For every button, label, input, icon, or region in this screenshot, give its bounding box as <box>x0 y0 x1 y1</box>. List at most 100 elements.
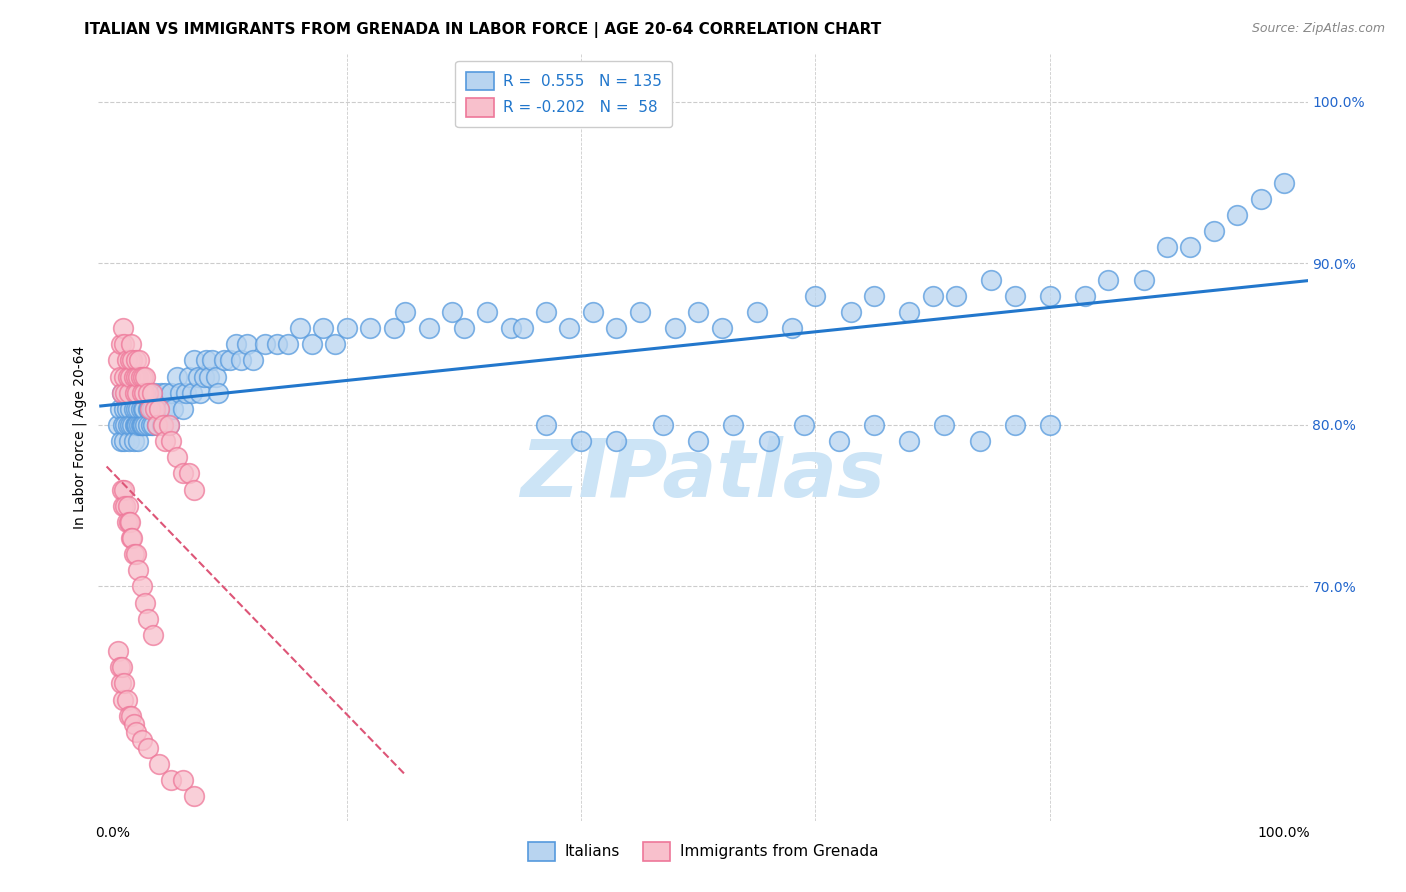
Point <box>108 401 131 416</box>
Point <box>107 353 129 368</box>
Point <box>146 417 169 432</box>
Point <box>112 321 135 335</box>
Point <box>138 401 160 416</box>
Point <box>780 321 803 335</box>
Point <box>652 417 675 432</box>
Point <box>141 385 163 400</box>
Point <box>124 417 146 432</box>
Point <box>359 321 381 335</box>
Point <box>110 676 132 690</box>
Point <box>1132 272 1154 286</box>
Point <box>114 385 136 400</box>
Point <box>169 385 191 400</box>
Point <box>124 385 146 400</box>
Point <box>131 385 153 400</box>
Point <box>688 434 710 449</box>
Point <box>121 353 143 368</box>
Text: Source: ZipAtlas.com: Source: ZipAtlas.com <box>1251 22 1385 36</box>
Point <box>177 467 200 481</box>
Point <box>723 417 745 432</box>
Point <box>1202 224 1225 238</box>
Point <box>120 353 141 368</box>
Point <box>804 289 827 303</box>
Point <box>136 417 159 432</box>
Point <box>110 434 132 449</box>
Point <box>117 499 139 513</box>
Point <box>136 401 159 416</box>
Point <box>793 417 815 432</box>
Point <box>115 353 138 368</box>
Point <box>323 337 346 351</box>
Point <box>1180 240 1202 254</box>
Point <box>112 369 135 384</box>
Point <box>758 434 780 449</box>
Point <box>132 401 156 416</box>
Point <box>136 612 159 626</box>
Point <box>127 417 149 432</box>
Point <box>122 547 145 561</box>
Point <box>142 417 165 432</box>
Point <box>107 644 129 658</box>
Point <box>149 385 172 400</box>
Point <box>141 401 163 416</box>
Point <box>143 401 166 416</box>
Point <box>934 417 956 432</box>
Legend: Italians, Immigrants from Grenada: Italians, Immigrants from Grenada <box>522 836 884 867</box>
Point <box>152 401 174 416</box>
Point <box>111 385 134 400</box>
Point <box>253 337 276 351</box>
Point <box>115 515 138 529</box>
Point <box>132 401 155 416</box>
Point <box>197 369 219 384</box>
Point <box>152 417 174 432</box>
Point <box>242 353 264 368</box>
Point <box>172 401 194 416</box>
Point <box>204 369 226 384</box>
Point <box>120 417 141 432</box>
Point <box>1039 417 1062 432</box>
Point <box>132 369 155 384</box>
Point <box>112 417 135 432</box>
Point <box>710 321 733 335</box>
Point <box>418 321 440 335</box>
Point <box>118 708 141 723</box>
Point <box>120 708 142 723</box>
Point <box>136 385 159 400</box>
Point <box>582 305 605 319</box>
Point <box>628 305 651 319</box>
Point <box>1272 176 1295 190</box>
Point <box>225 337 247 351</box>
Point <box>118 385 141 400</box>
Point <box>134 369 156 384</box>
Point <box>207 385 229 400</box>
Point <box>863 417 886 432</box>
Point <box>148 401 170 416</box>
Point <box>135 385 157 400</box>
Point <box>120 515 141 529</box>
Point <box>114 417 136 432</box>
Point <box>183 789 205 804</box>
Point <box>1156 240 1178 254</box>
Point <box>111 483 134 497</box>
Point <box>945 289 967 303</box>
Point <box>127 401 149 416</box>
Point <box>112 434 135 449</box>
Point <box>155 434 177 449</box>
Point <box>188 385 212 400</box>
Point <box>125 353 148 368</box>
Point <box>1039 289 1062 303</box>
Point <box>605 434 627 449</box>
Point <box>534 305 557 319</box>
Point <box>142 628 165 642</box>
Point <box>898 434 921 449</box>
Point <box>288 321 311 335</box>
Point <box>1226 208 1249 222</box>
Point <box>558 321 581 335</box>
Point <box>118 434 141 449</box>
Point <box>143 385 166 400</box>
Point <box>112 337 135 351</box>
Point <box>382 321 405 335</box>
Point <box>1074 289 1097 303</box>
Point <box>236 337 259 351</box>
Point <box>166 450 188 465</box>
